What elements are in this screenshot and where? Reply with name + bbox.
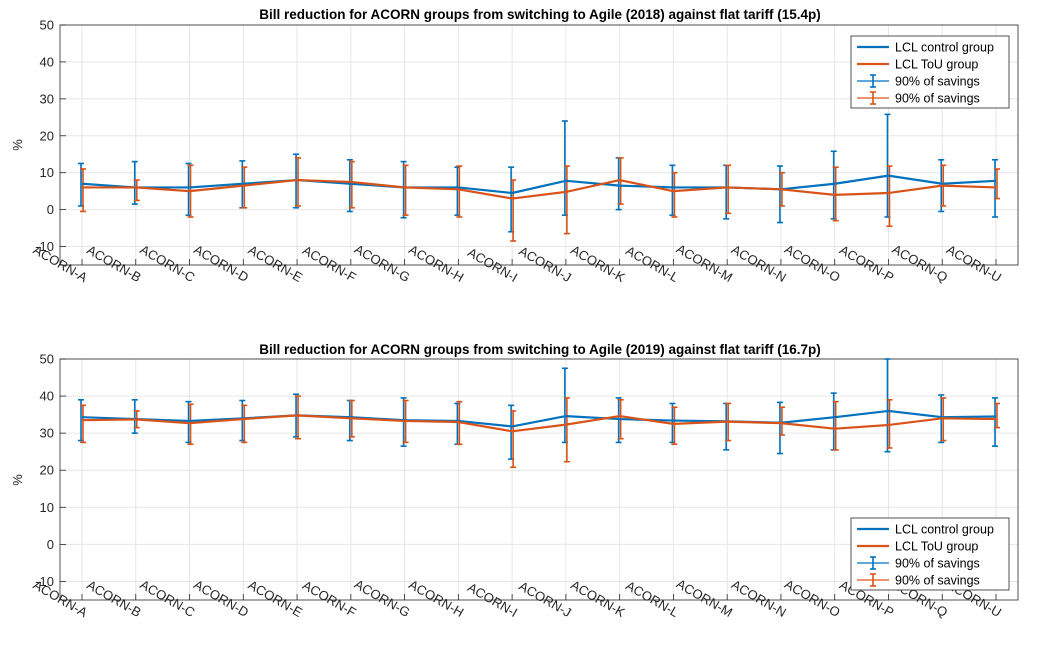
- y-tick-label: 50: [40, 352, 54, 367]
- series-line: [82, 178, 997, 200]
- y-tick-label: 10: [40, 500, 54, 515]
- y-tick-label: 0: [47, 537, 54, 552]
- y-tick-label: 20: [40, 128, 54, 143]
- axes-box: [59, 24, 1019, 266]
- y-tick-label: 10: [40, 165, 54, 180]
- y-tick-label: 30: [40, 91, 54, 106]
- legend-entry-label: 90% of savings: [895, 574, 980, 588]
- legend-entry-label: LCL control group: [895, 41, 994, 55]
- legend-entry-label: 90% of savings: [895, 75, 980, 89]
- legend-entry-label: LCL ToU group: [895, 540, 978, 554]
- y-tick-label: 20: [40, 463, 54, 478]
- legend-entry-label: 90% of savings: [895, 557, 980, 571]
- legend-entry-label: 90% of savings: [895, 92, 980, 106]
- y-axis-label: %: [10, 139, 25, 151]
- chart-title: Bill reduction for ACORN groups from swi…: [259, 342, 821, 357]
- y-tick-label: 50: [40, 18, 54, 33]
- series-line: [81, 414, 997, 433]
- y-tick-label: -10: [35, 574, 54, 589]
- y-tick-label: 0: [47, 202, 54, 217]
- y-axis-label: %: [10, 474, 25, 486]
- legend-entry-label: LCL ToU group: [895, 58, 978, 72]
- y-tick-label: 40: [40, 389, 54, 404]
- chart-2018: Bill reduction for ACORN groups from swi…: [10, 7, 1019, 285]
- chart-title: Bill reduction for ACORN groups from swi…: [259, 7, 821, 22]
- series-line: [81, 174, 997, 195]
- axes-box: [59, 358, 1019, 601]
- y-tick-label: -10: [35, 239, 54, 254]
- legend-entry-label: LCL control group: [895, 523, 994, 537]
- chart-2019: Bill reduction for ACORN groups from swi…: [10, 342, 1019, 620]
- y-tick-label: 30: [40, 426, 54, 441]
- y-tick-label: 40: [40, 54, 54, 69]
